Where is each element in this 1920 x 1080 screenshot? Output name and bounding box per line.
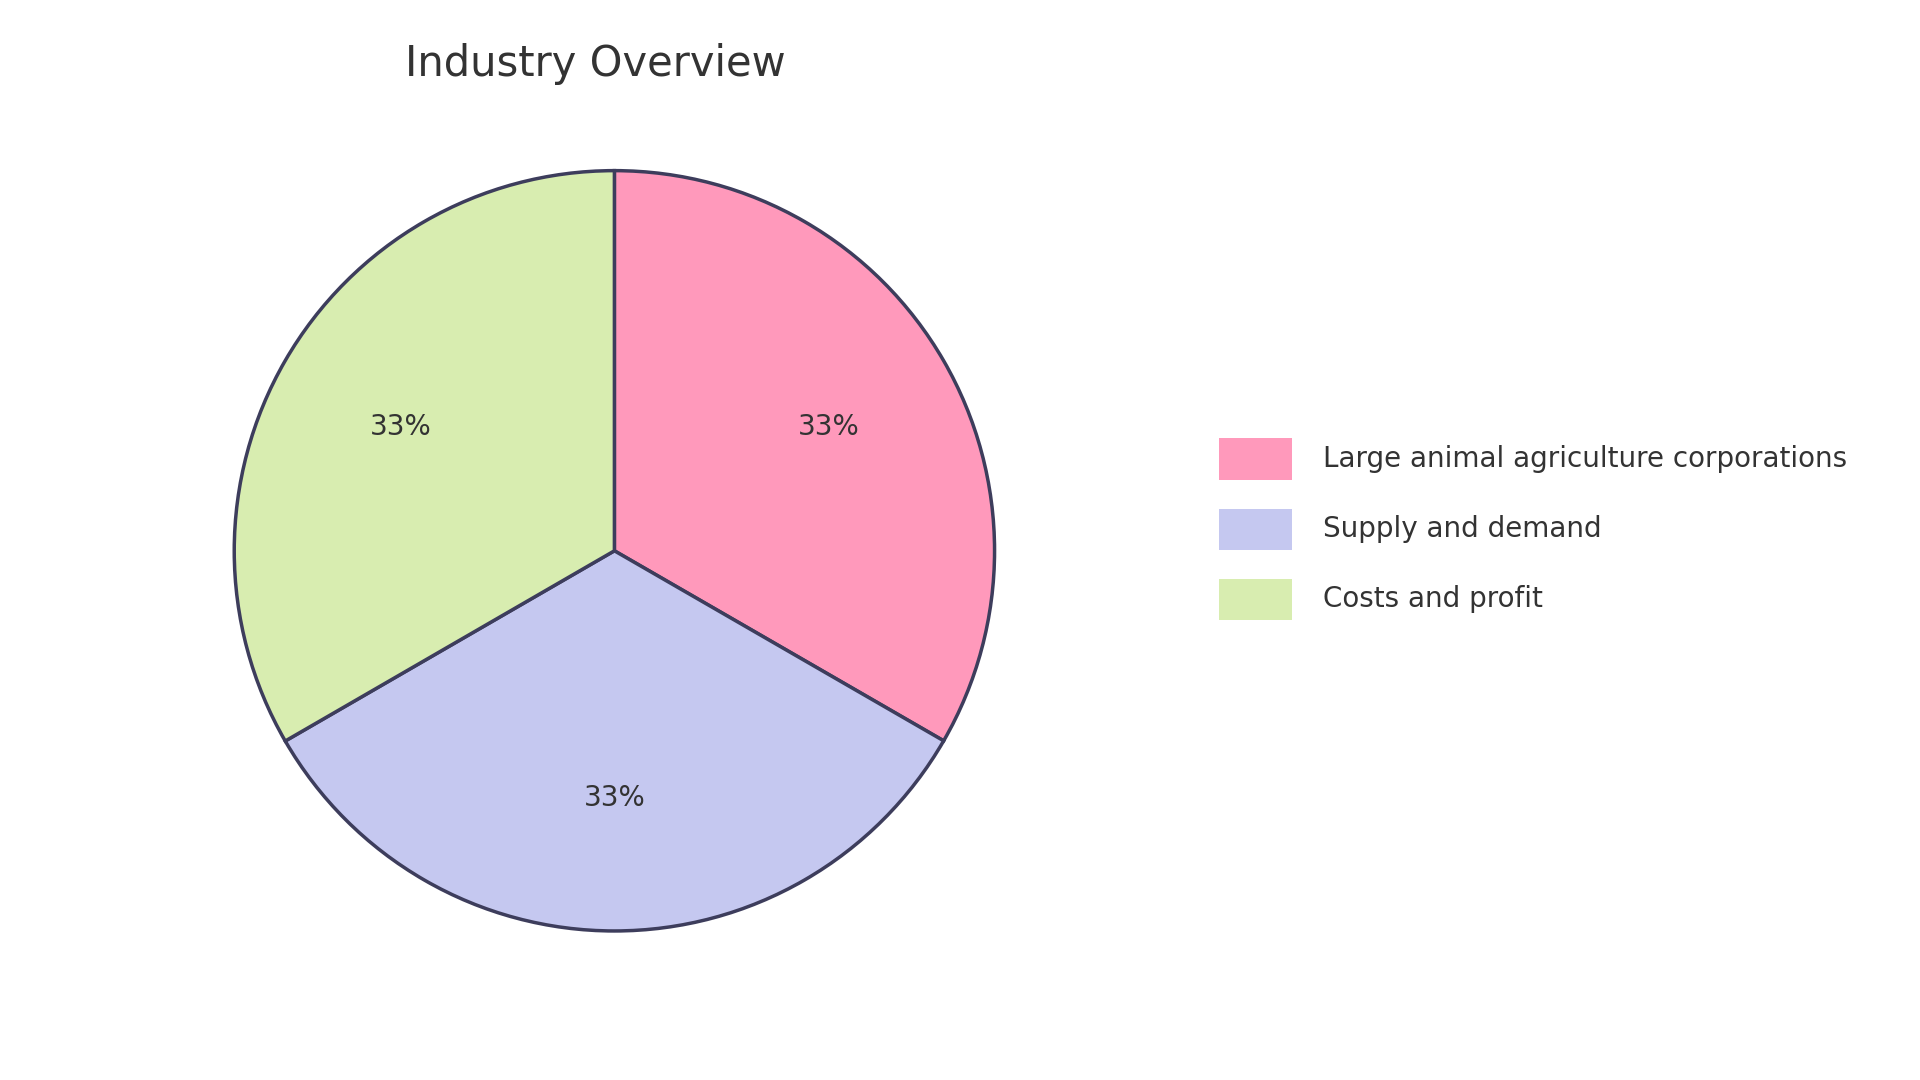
Wedge shape [234, 171, 614, 741]
Text: 33%: 33% [584, 784, 645, 812]
Wedge shape [286, 551, 943, 931]
FancyBboxPatch shape [1219, 579, 1292, 620]
Text: Large animal agriculture corporations: Large animal agriculture corporations [1323, 445, 1847, 473]
FancyBboxPatch shape [1219, 509, 1292, 550]
Text: 33%: 33% [369, 414, 432, 442]
Text: Industry Overview: Industry Overview [405, 43, 785, 85]
Text: Supply and demand: Supply and demand [1323, 515, 1601, 543]
Text: Costs and profit: Costs and profit [1323, 585, 1544, 613]
FancyBboxPatch shape [1219, 438, 1292, 480]
Text: 33%: 33% [797, 414, 860, 442]
Wedge shape [614, 171, 995, 741]
